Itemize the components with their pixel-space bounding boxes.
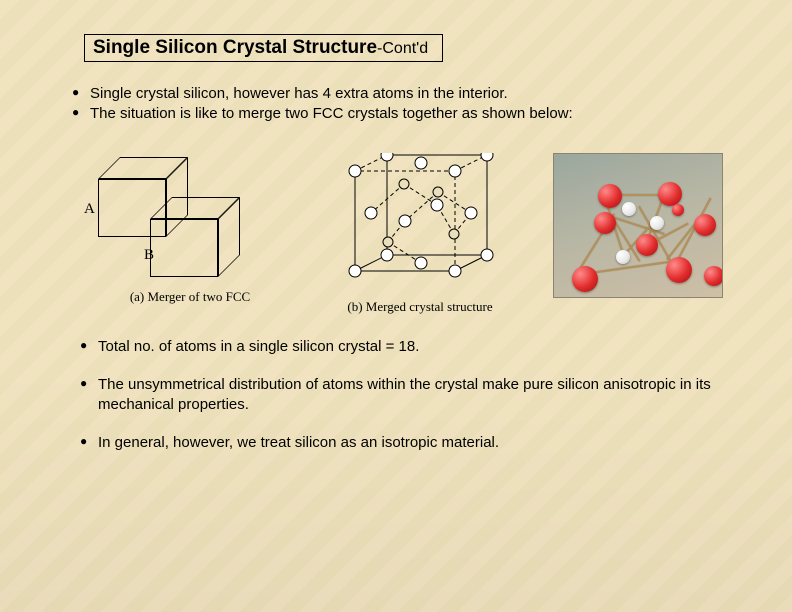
bullet-item: Total no. of atoms in a single silicon c… (80, 337, 720, 357)
bottom-bullets: Total no. of atoms in a single silicon c… (80, 337, 742, 454)
title-sub: -Cont'd (377, 40, 428, 57)
ball-stick-photo (553, 153, 723, 298)
bullet-item: In general, however, we treat silicon as… (80, 433, 720, 453)
two-cubes-diagram: A B (90, 153, 290, 283)
bullet-item: Single crystal silicon, however has 4 ex… (72, 84, 742, 104)
figure-b: (b) Merged crystal structure (315, 153, 525, 315)
title-main: Single Silicon Crystal Structure (93, 37, 377, 58)
top-bullets: Single crystal silicon, however has 4 ex… (72, 84, 742, 125)
bullet-item: The unsymmetrical distribution of atoms … (80, 375, 720, 416)
cube-label-a: A (84, 201, 95, 218)
caption-b: (b) Merged crystal structure (315, 299, 525, 315)
figure-a: A B (a) Merger of two FCC (90, 153, 290, 305)
cube-label-b: B (144, 247, 154, 264)
merged-crystal-svg (315, 153, 525, 288)
caption-a: (a) Merger of two FCC (90, 289, 290, 305)
title-box: Single Silicon Crystal Structure-Cont'd (84, 34, 443, 62)
bullet-item: The situation is like to merge two FCC c… (72, 104, 742, 124)
slide: Single Silicon Crystal Structure-Cont'd … (0, 0, 792, 492)
figure-c (553, 153, 723, 298)
figure-row: A B (a) Merger of two FCC (b) Merged cry… (50, 153, 742, 315)
